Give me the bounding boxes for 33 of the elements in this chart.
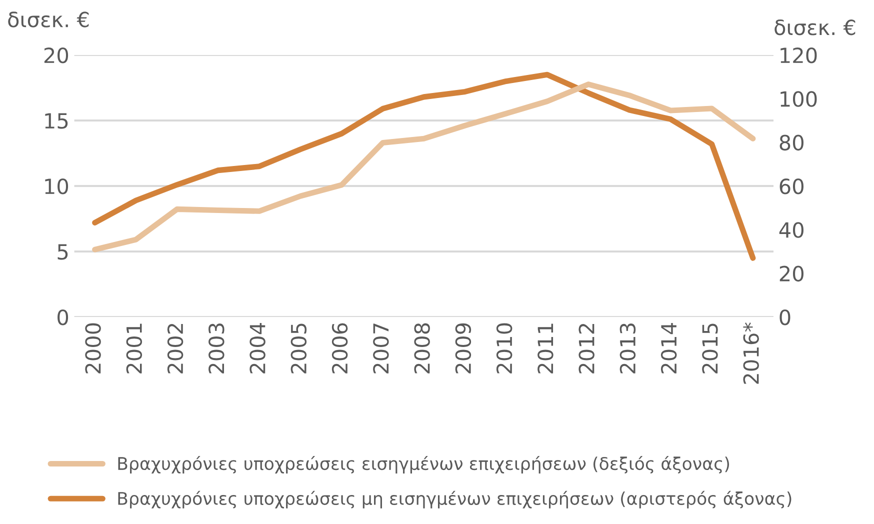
- y-tick-label: 5: [58, 244, 68, 260]
- y2-tick-label: 100: [780, 91, 817, 107]
- x-tick-label: 2015: [702, 324, 718, 374]
- y-tick-label: 0: [58, 309, 68, 326]
- legend-label: Βραχυχρόνιες υποχρεώσεις μη εισηγμένων επιχειρήσεων (αριστερός άξονας): [118, 490, 792, 508]
- y2-tick-label: 0: [780, 309, 790, 326]
- x-tick-label: 2011: [538, 324, 554, 374]
- y-tick-label: 20: [44, 47, 68, 64]
- y2-tick-label: 80: [780, 134, 804, 151]
- x-tick-label: 2002: [167, 324, 184, 374]
- x-tick-label: 2016*: [743, 322, 759, 384]
- x-tick-label: 2010: [496, 323, 512, 374]
- y-tick-label: 10: [45, 178, 68, 194]
- y2-tick-label: 60: [780, 178, 804, 194]
- y2-tick-label: 20: [780, 266, 804, 282]
- x-tick-label: 2003: [208, 324, 224, 374]
- x-tick-label: 2008: [414, 323, 430, 374]
- x-tick-label: 2006: [332, 323, 348, 374]
- x-tick-label: 2005: [290, 324, 307, 374]
- y2-tick-label: 120: [780, 47, 817, 64]
- y2-tick-label: 40: [779, 222, 804, 238]
- x-tick-label: 2000: [85, 323, 101, 374]
- legend-label: Βραχυχρόνιες υποχρεώσεις εισηγμένων επιχειρήσεων (δεξιός άξονας): [118, 456, 730, 474]
- x-tick-label: 2009: [455, 323, 472, 374]
- x-tick-label: 2007: [373, 324, 389, 374]
- x-tick-label: 2001: [126, 324, 142, 374]
- y-tick-label: 15: [45, 113, 68, 129]
- x-tick-label: 2012: [578, 324, 594, 374]
- y-axis-title: δισεκ. €: [8, 12, 89, 28]
- x-tick-label: 2004: [250, 323, 266, 374]
- x-tick-label: 2014: [660, 323, 677, 374]
- x-tick-label: 2013: [620, 324, 636, 374]
- y2-axis-title: δισεκ. €: [774, 20, 856, 36]
